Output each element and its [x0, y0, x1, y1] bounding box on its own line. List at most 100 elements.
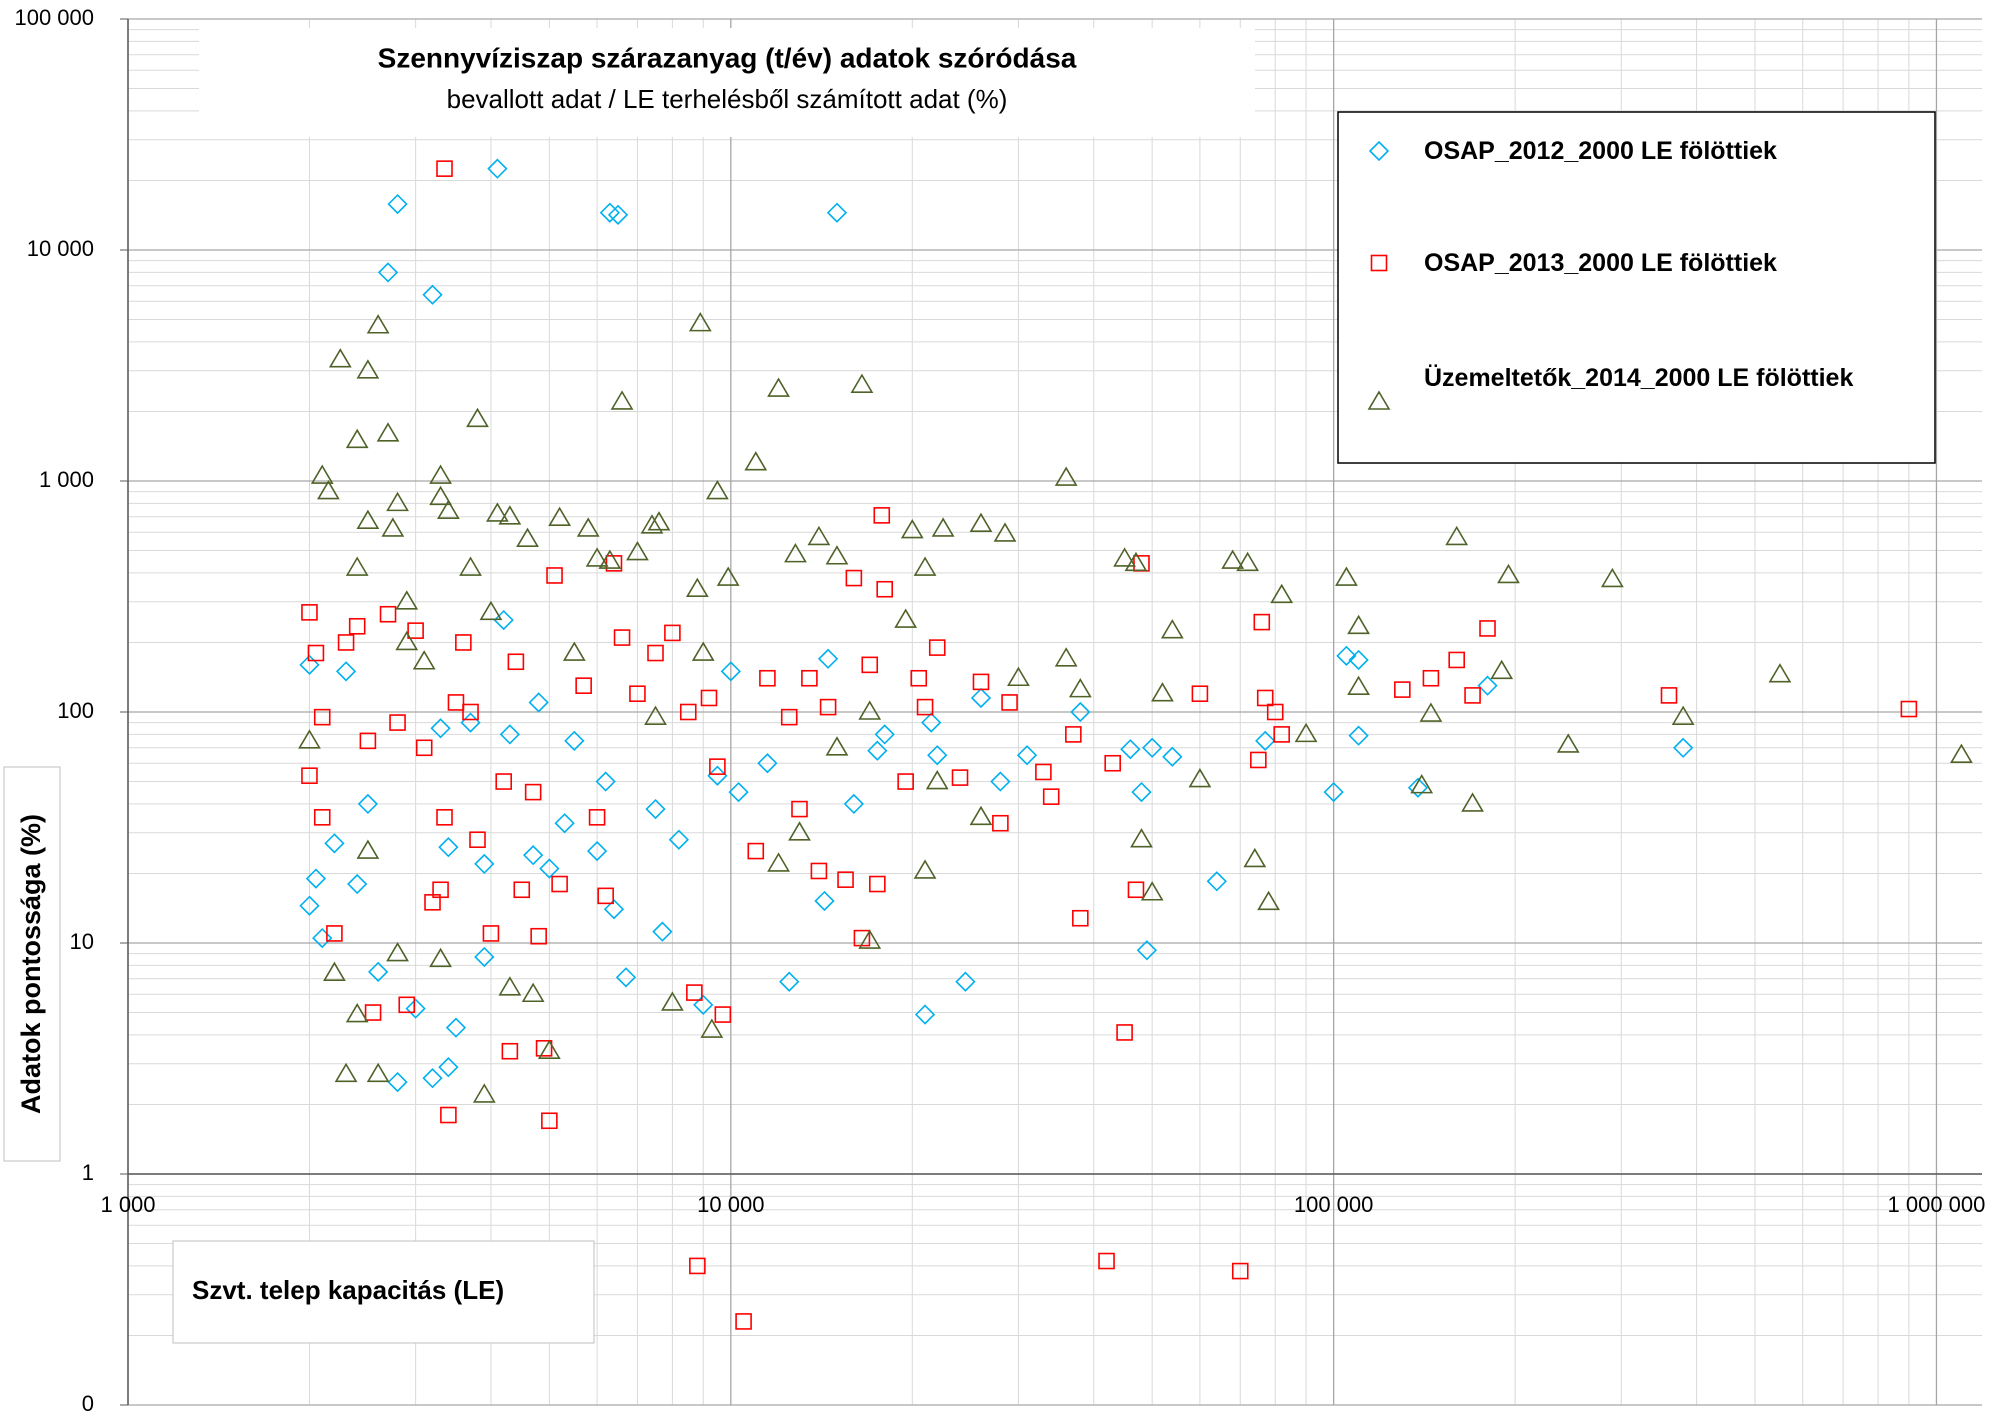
point [728, 781, 749, 803]
point [647, 644, 664, 662]
point [1477, 675, 1498, 696]
point [575, 677, 592, 694]
point [1273, 726, 1290, 743]
x-tick-label: 100 000 [1294, 1192, 1374, 1217]
point [686, 984, 703, 1001]
point [356, 359, 380, 379]
point [661, 991, 684, 1011]
point [874, 724, 895, 745]
point [969, 805, 993, 826]
y-tick-label: 100 000 [14, 5, 94, 30]
point [1671, 705, 1695, 725]
point [1127, 881, 1145, 899]
point [546, 567, 563, 584]
point [705, 479, 729, 500]
point [1256, 689, 1274, 707]
point [607, 204, 629, 225]
point [359, 732, 377, 750]
point [1348, 725, 1369, 746]
legend-label: OSAP_2013_2000 LE fölöttiek [1424, 249, 1777, 277]
point [345, 1002, 369, 1023]
point [1253, 613, 1271, 631]
point [951, 769, 969, 786]
point [541, 1112, 558, 1130]
point [521, 982, 545, 1003]
point [664, 624, 681, 642]
point [791, 800, 808, 818]
point [445, 1017, 467, 1038]
point [1001, 694, 1018, 711]
point [1768, 663, 1792, 683]
point [825, 545, 849, 565]
point [301, 604, 318, 621]
point [894, 608, 918, 628]
point [615, 967, 637, 988]
point [1206, 871, 1227, 892]
point [447, 694, 465, 711]
point [313, 809, 331, 826]
x-axis-title: Szvt. telep kapacitás (LE) [192, 1275, 504, 1305]
point [539, 858, 560, 879]
legend-label: Üzemeltetők_2014_2000 LE fölöttiek [1424, 364, 1854, 392]
point [389, 714, 406, 731]
point [873, 507, 891, 524]
point [716, 566, 740, 586]
point [395, 590, 419, 610]
point [299, 895, 320, 916]
point [867, 740, 888, 761]
point [407, 622, 424, 639]
point [714, 1006, 732, 1023]
point [1556, 733, 1580, 753]
point [861, 656, 879, 674]
legend-marker [1367, 390, 1391, 410]
point [928, 639, 946, 656]
point [626, 540, 649, 561]
point [767, 377, 790, 397]
point [1070, 701, 1091, 723]
chart-title: Szennyvíziszap szárazanyag (t/év) adatok… [378, 42, 1077, 73]
legend-marker [1370, 254, 1388, 272]
point [1600, 567, 1624, 588]
point [1445, 525, 1469, 546]
point [1660, 687, 1678, 704]
point [784, 543, 807, 563]
point [700, 1018, 724, 1038]
point [1347, 675, 1370, 696]
x-tick-label: 1 000 [100, 1192, 155, 1217]
point [312, 927, 333, 949]
point [429, 485, 452, 506]
point [921, 712, 942, 733]
point [700, 689, 718, 707]
point [927, 745, 948, 766]
point [1270, 583, 1294, 604]
point [405, 998, 426, 1019]
point [652, 921, 673, 942]
point [386, 941, 409, 962]
point [474, 946, 495, 968]
y-axis-title: Adatok pontossága (%) [16, 814, 46, 1114]
point [1104, 754, 1121, 772]
point [1221, 549, 1245, 569]
point [876, 580, 894, 598]
point [535, 1040, 553, 1057]
point [1098, 1252, 1115, 1270]
point [345, 556, 369, 576]
point [668, 829, 689, 850]
point [1236, 551, 1260, 572]
point [1257, 890, 1280, 911]
point [817, 648, 839, 669]
x-tick-label: 10 000 [697, 1192, 764, 1217]
point [1336, 645, 1357, 666]
point [436, 499, 460, 520]
y-tick-label: 100 [57, 698, 94, 723]
point [398, 996, 416, 1014]
point [1294, 722, 1318, 743]
title-box [199, 28, 1255, 137]
point [1497, 563, 1520, 584]
point [679, 703, 697, 721]
point [429, 464, 452, 484]
point [610, 390, 634, 410]
point [1464, 687, 1481, 704]
x-title-box [172, 1240, 595, 1344]
point [348, 617, 366, 635]
